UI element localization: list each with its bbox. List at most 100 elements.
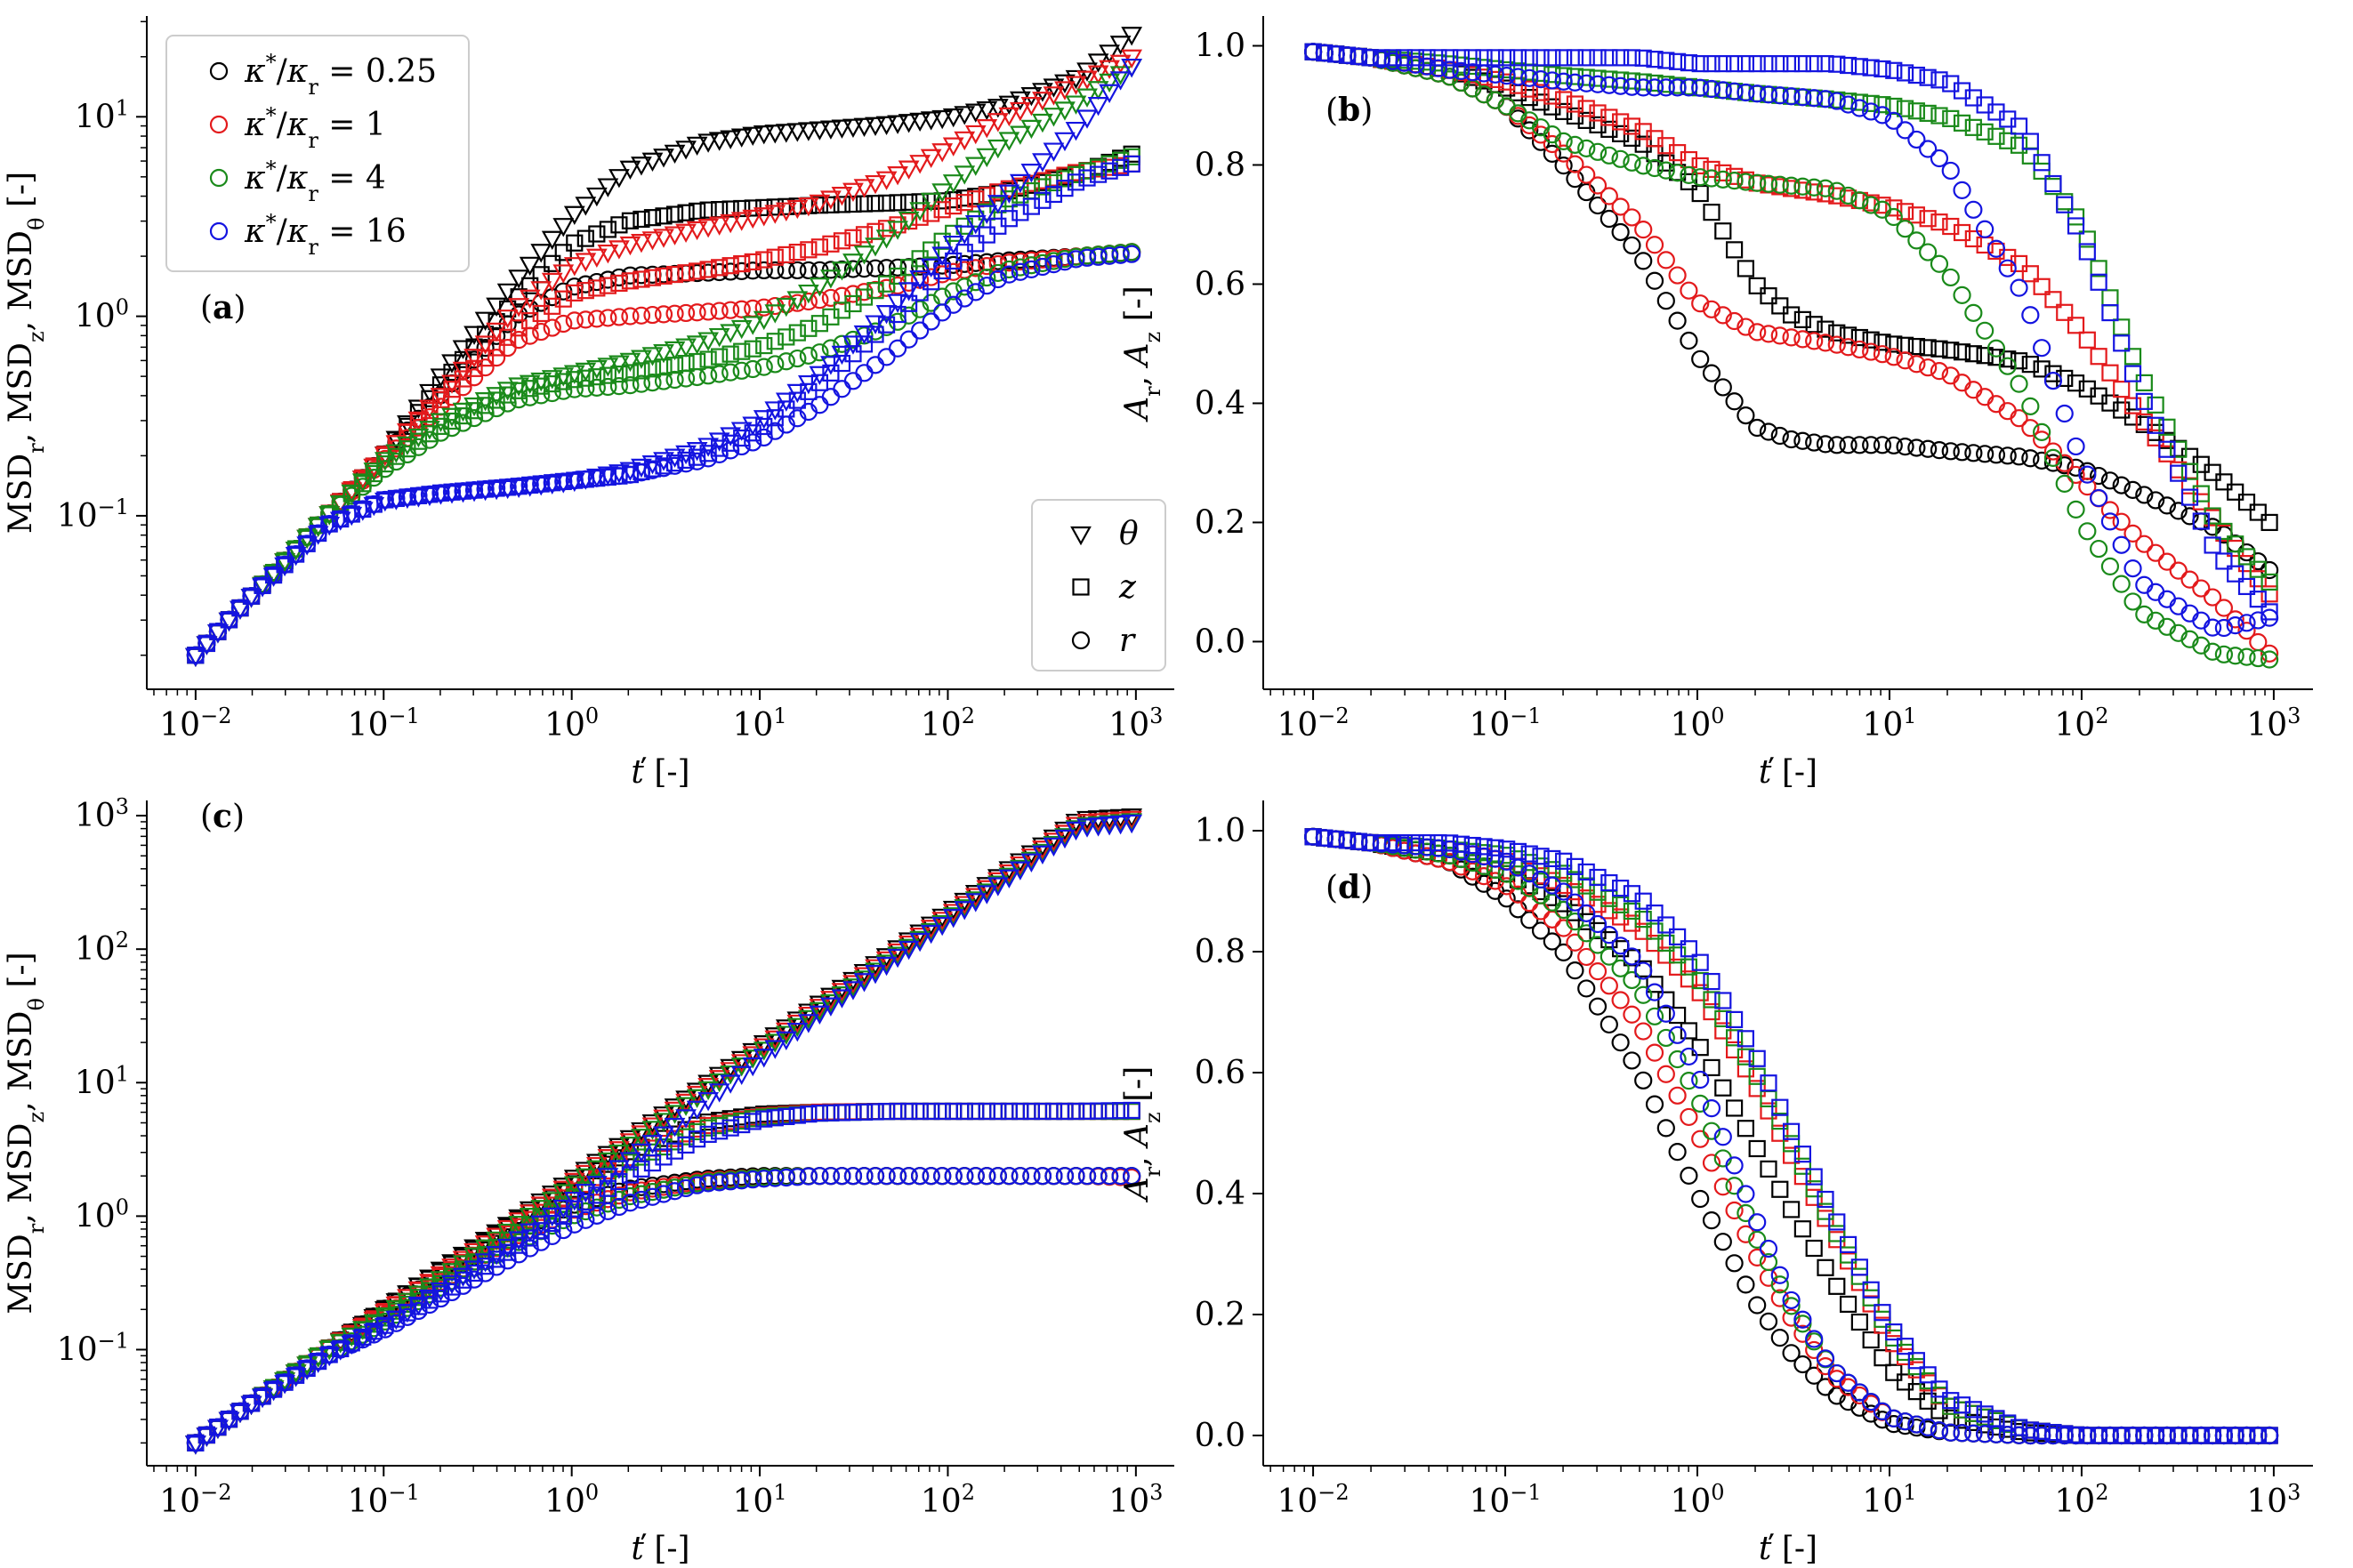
data-point-square	[711, 348, 729, 366]
data-point-square	[2033, 277, 2051, 295]
data-point-square	[2237, 548, 2256, 566]
data-point-square	[1543, 49, 1561, 67]
data-point-circle	[1509, 858, 1527, 877]
data-point-square	[900, 259, 918, 277]
data-point-circle	[2033, 430, 2051, 449]
data-point-triangle	[1010, 173, 1031, 194]
data-point-triangle	[942, 909, 964, 929]
data-point-circle	[966, 273, 985, 292]
data-point-circle	[1759, 422, 1778, 441]
data-point-square	[911, 208, 929, 226]
data-point-triangle	[964, 157, 987, 176]
data-point-circle	[1737, 83, 1755, 102]
data-point-circle	[1725, 1156, 1744, 1175]
data-point-square	[1930, 1380, 1948, 1398]
data-point-square	[1828, 1277, 1846, 1295]
data-point-square	[923, 1102, 940, 1121]
data-point-circle	[944, 262, 963, 281]
x-tick-label: 102	[921, 1480, 975, 1520]
data-point-square	[1760, 1074, 1777, 1092]
data-point-square	[1782, 306, 1801, 324]
data-point-circle	[264, 566, 283, 584]
data-point-square	[2021, 133, 2039, 150]
data-point-square	[1919, 339, 1937, 357]
data-point-square	[454, 370, 472, 388]
data-point-square	[989, 1102, 1007, 1121]
data-point-circle	[420, 485, 439, 503]
data-point-square	[1850, 58, 1868, 76]
data-point-square	[476, 350, 495, 367]
data-point-circle	[1000, 253, 1019, 272]
data-point-circle	[476, 479, 495, 499]
data-point-circle	[1656, 1119, 1675, 1138]
data-point-circle	[843, 260, 863, 278]
y-tick-label: 0.6	[1195, 266, 1245, 302]
data-point-circle	[1600, 1015, 1618, 1034]
data-point-triangle	[942, 174, 964, 194]
data-point-square	[1714, 222, 1732, 240]
data-point-circle	[1919, 358, 1938, 377]
data-point-square	[978, 226, 995, 244]
data-point-square	[900, 1102, 918, 1121]
data-point-circle	[2147, 1426, 2165, 1445]
data-point-circle	[1748, 84, 1767, 103]
data-point-circle	[431, 423, 450, 442]
data-point-triangle	[753, 1038, 775, 1057]
data-point-square	[2147, 396, 2164, 414]
data-point-square	[766, 333, 784, 350]
data-point-square	[1634, 73, 1652, 91]
data-point-circle	[253, 576, 272, 595]
data-point-triangle	[631, 1143, 652, 1163]
data-point-circle	[1725, 1254, 1744, 1273]
series-circle	[186, 1167, 1141, 1452]
data-point-circle	[866, 1167, 885, 1186]
data-point-triangle	[976, 885, 998, 905]
data-point-circle	[1713, 306, 1732, 325]
data-point-circle	[1668, 78, 1687, 97]
data-point-circle	[2180, 604, 2199, 623]
data-point-square	[1919, 104, 1937, 122]
data-point-square	[1828, 324, 1846, 342]
data-point-triangle	[1065, 95, 1087, 115]
data-point-square	[923, 241, 940, 259]
data-point-triangle	[519, 256, 541, 277]
data-point-circle	[532, 474, 551, 494]
data-point-circle	[1770, 86, 1789, 105]
data-point-square	[1874, 334, 1891, 351]
x-tick-label: 102	[921, 704, 975, 744]
data-point-square	[1430, 49, 1447, 67]
data-point-circle	[1873, 436, 1892, 454]
y-axis-label: MSDr, MSDz, MSDθ [-]	[3, 952, 49, 1314]
data-point-square	[1793, 54, 1811, 73]
data-point-square	[1072, 578, 1090, 596]
data-point-circle	[375, 1320, 394, 1339]
data-point-circle	[1067, 250, 1085, 269]
data-point-circle	[1839, 1378, 1857, 1396]
data-point-circle	[1941, 268, 1960, 287]
data-point-square	[1100, 162, 1118, 180]
data-point-triangle	[820, 997, 842, 1017]
data-point-triangle	[976, 880, 998, 900]
data-point-circle	[1383, 835, 1402, 854]
data-point-square	[1793, 1157, 1811, 1175]
data-point-circle	[1429, 839, 1447, 857]
data-point-circle	[1634, 221, 1653, 239]
data-point-circle	[1634, 985, 1653, 1004]
data-point-triangle	[809, 1005, 831, 1025]
data-point-circle	[565, 471, 584, 490]
data-point-square	[1862, 94, 1880, 112]
series-circle	[1303, 43, 2279, 580]
data-point-circle	[2043, 1426, 2063, 1445]
data-point-square	[1555, 895, 1573, 913]
data-point-triangle	[1020, 96, 1043, 117]
data-point-circle	[1668, 311, 1687, 330]
data-point-square	[633, 1160, 650, 1178]
data-point-circle	[922, 1167, 940, 1186]
data-point-square	[923, 273, 940, 291]
data-point-circle	[520, 326, 539, 345]
data-point-circle	[2204, 588, 2222, 607]
data-point-circle	[1315, 829, 1334, 848]
data-point-square	[877, 1103, 896, 1121]
data-point-square	[599, 277, 616, 294]
